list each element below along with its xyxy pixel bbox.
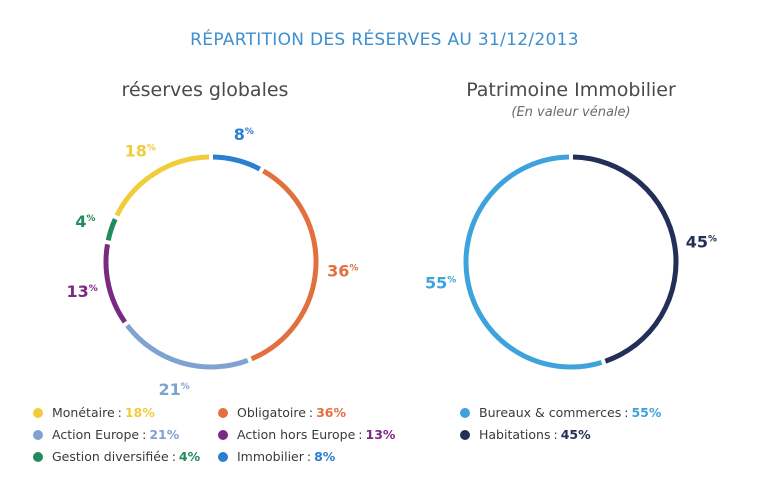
legend-marker xyxy=(33,408,43,418)
legend-item-immobilier: Immobilier:8% xyxy=(218,449,335,464)
donut-chart-real-estate: 45% 55% xyxy=(0,0,769,501)
legend-label: Bureaux & commerces xyxy=(479,405,621,420)
legend-value: 55% xyxy=(631,405,661,420)
slice-label-bureaux-commerces: 55% xyxy=(425,274,456,293)
legend-label: Gestion diversifiée xyxy=(52,449,169,464)
legend-item-monetaire: Monétaire:18% xyxy=(33,405,155,420)
legend-value: 13% xyxy=(366,427,396,442)
legend-separator: : xyxy=(118,405,122,420)
legend-value: 36% xyxy=(316,405,346,420)
legend-label: Immobilier xyxy=(237,449,304,464)
legend-marker xyxy=(33,430,43,440)
legend-separator: : xyxy=(553,427,557,442)
legend-value: 8% xyxy=(314,449,335,464)
legend-separator: : xyxy=(624,405,628,420)
legend-value: 45% xyxy=(561,427,591,442)
legend-separator: : xyxy=(309,405,313,420)
legend-item-bureaux-commerces: Bureaux & commerces:55% xyxy=(460,405,661,420)
legend-separator: : xyxy=(142,427,146,442)
legend-marker xyxy=(33,452,43,462)
legend-marker xyxy=(218,452,228,462)
legend-label: Action hors Europe xyxy=(237,427,355,442)
legend-label: Habitations xyxy=(479,427,550,442)
legend-label: Monétaire xyxy=(52,405,115,420)
legend-marker xyxy=(460,430,470,440)
legend-separator: : xyxy=(358,427,362,442)
legend-separator: : xyxy=(172,449,176,464)
legend-item-obligatoire: Obligatoire:36% xyxy=(218,405,346,420)
legend-value: 18% xyxy=(125,405,155,420)
legend-label: Action Europe xyxy=(52,427,139,442)
legend-marker xyxy=(218,408,228,418)
slice-label-habitations: 45% xyxy=(686,232,717,251)
donut-slice-bureaux-commerces xyxy=(466,157,602,367)
legend-separator: : xyxy=(307,449,311,464)
legend-marker xyxy=(218,430,228,440)
legend-value: 21% xyxy=(149,427,179,442)
legend-label: Obligatoire xyxy=(237,405,306,420)
legend-item-gestion-diversifiee: Gestion diversifiée:4% xyxy=(33,449,200,464)
legend-value: 4% xyxy=(179,449,200,464)
donut-slice-habitations xyxy=(573,157,676,361)
legend-item-habitations: Habitations:45% xyxy=(460,427,591,442)
legend-item-action-europe: Action Europe:21% xyxy=(33,427,179,442)
legend-item-action-hors-europe: Action hors Europe:13% xyxy=(218,427,395,442)
legend-marker xyxy=(460,408,470,418)
